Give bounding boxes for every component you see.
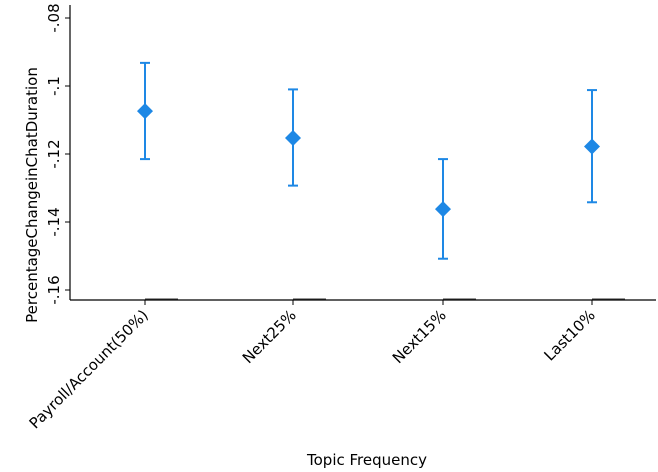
y-axis: -.08 -.1 -.12 -.14 -.16 bbox=[45, 3, 71, 305]
x-tick-label: Last10% bbox=[540, 306, 598, 364]
data-point bbox=[584, 89, 600, 204]
data-point bbox=[285, 88, 301, 187]
x-axis: Payroll/Account(50%) Next25% Next15% Last10… bbox=[26, 299, 656, 432]
y-tick-label: -.08 bbox=[45, 3, 63, 32]
y-tick-label: -.16 bbox=[45, 275, 63, 304]
diamond-marker bbox=[137, 103, 153, 120]
diamond-marker bbox=[435, 201, 451, 218]
y-tick-label: -.1 bbox=[45, 76, 63, 96]
diamond-marker bbox=[285, 130, 301, 147]
x-tick-label: Next15% bbox=[389, 306, 450, 367]
y-axis-title: PercentageChangeinChatDuration bbox=[23, 67, 41, 323]
y-tick-label: -.12 bbox=[45, 139, 63, 168]
x-tick-label: Next25% bbox=[239, 306, 300, 367]
data-point bbox=[435, 158, 451, 260]
diamond-marker bbox=[584, 138, 600, 155]
y-tick-label: -.14 bbox=[45, 207, 63, 236]
x-axis-title: Topic Frequency bbox=[306, 451, 427, 469]
plot-area bbox=[137, 61, 625, 300]
x-tick-label: Payroll/Account(50%) bbox=[26, 306, 152, 432]
data-point bbox=[137, 61, 153, 161]
